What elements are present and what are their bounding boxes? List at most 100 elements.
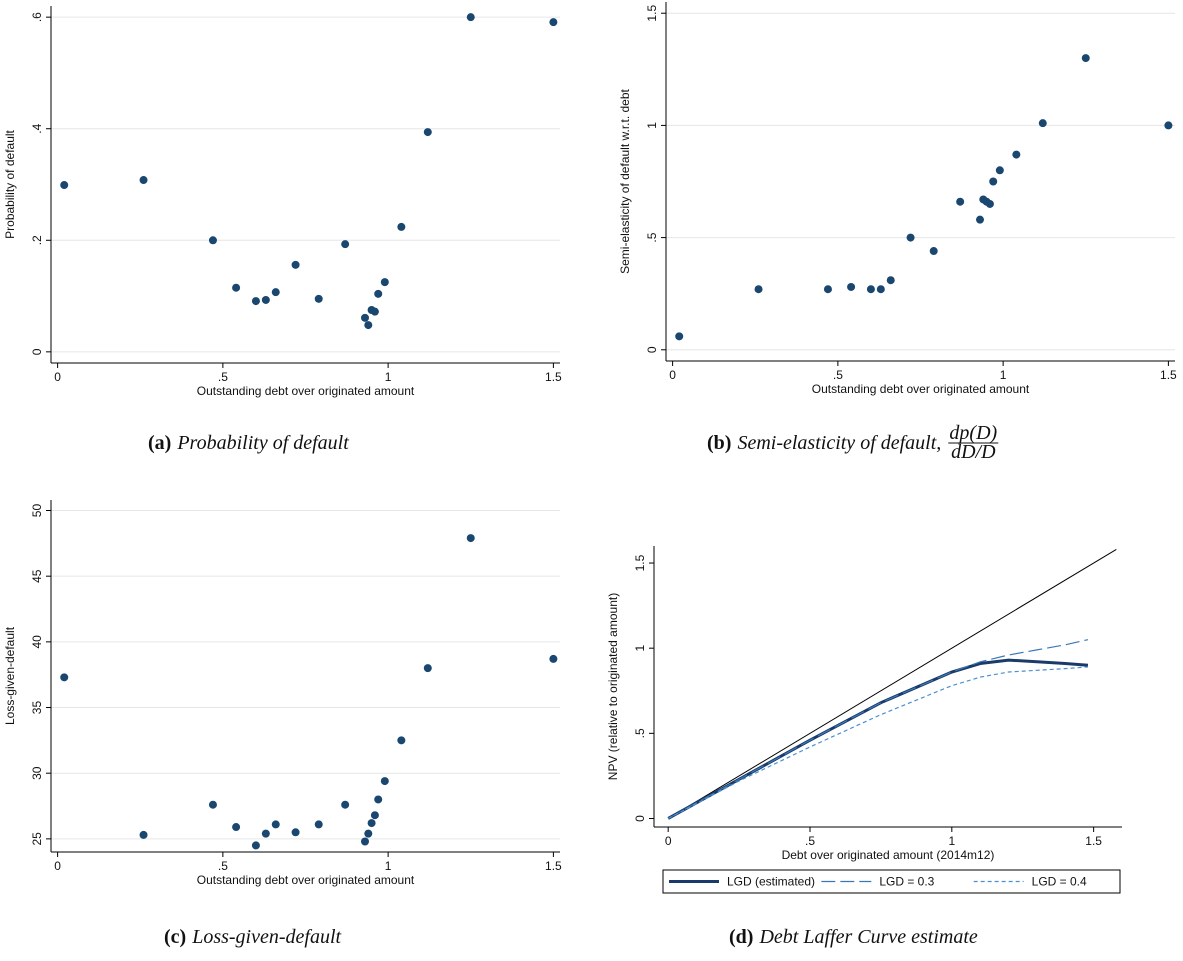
point [466,13,475,22]
x-tick-label: 1.5 [545,859,562,873]
y-tick-label: 1.5 [645,5,659,22]
x-tick-label: .5 [218,859,228,873]
caption-denominator: dD/D [951,441,996,463]
point [1081,54,1090,63]
point [367,819,376,828]
point [754,285,763,294]
point [364,321,373,330]
x-tick-label: 1 [948,834,955,848]
y-tick-label: .5 [633,728,647,738]
y-tick-label: 40 [30,635,44,649]
y-tick-label: 25 [30,832,44,846]
point [423,128,432,137]
point [314,820,323,829]
y-axis-title: Semi-elasticity of default w.r.t. debt [618,88,632,273]
line [667,548,1117,819]
point [549,18,558,27]
point [314,294,323,303]
x-tick-label: 1.5 [1085,834,1102,848]
legend-box [662,869,1121,894]
x-axis-title: Outstanding debt over originated amount [812,382,1030,396]
y-tick-label: 1 [645,122,659,129]
point [208,800,217,809]
point [397,736,406,745]
point [1164,121,1173,130]
point [370,811,379,820]
point [876,285,885,294]
y-tick-label: .5 [645,232,659,242]
point [929,247,938,256]
legend-label: LGD = 0.3 [879,875,934,889]
y-tick-label: .6 [30,12,44,22]
y-tick-label: 0 [30,348,44,355]
caption-numerator: dp(D) [949,422,997,444]
y-tick-label: 1 [633,645,647,652]
x-tick-label: 0 [665,834,672,848]
x-tick-label: 1.5 [1160,368,1177,382]
caption-label: (a) [148,432,171,454]
caption-label: (b) [707,432,731,454]
point [956,197,965,206]
point [549,654,558,663]
point [866,285,875,294]
point [370,307,379,316]
caption-label: (c) [164,926,186,948]
point [208,236,217,245]
point [975,215,984,224]
y-tick-label: 45 [30,569,44,583]
y-tick-label: 0 [633,815,647,822]
caption: (c) Loss-given-default [164,926,342,948]
x-tick-label: 1.5 [545,370,562,384]
point [906,233,915,242]
point [232,283,241,292]
line [667,658,1089,820]
y-tick-label: .2 [30,235,44,245]
x-tick-label: .5 [833,368,843,382]
y-tick-label: 35 [30,701,44,715]
point [341,240,350,249]
y-axis-title: Loss-given-default [3,626,17,725]
point [139,830,148,839]
y-tick-label: 0 [645,346,659,353]
point [397,222,406,231]
point [232,823,241,832]
y-tick-label: 50 [30,504,44,518]
point [60,181,69,190]
caption-text: Debt Laffer Curve estimate [758,926,977,948]
y-tick-label: 1.5 [633,554,647,571]
point [423,664,432,673]
point [995,166,1004,175]
point [374,795,383,804]
x-axis-title: Outstanding debt over originated amount [197,873,415,887]
point [374,289,383,298]
point [380,278,389,287]
caption-text: Loss-given-default [191,926,341,948]
point [1012,150,1021,159]
x-tick-label: 0 [669,368,676,382]
caption: (d) Debt Laffer Curve estimate [729,926,978,948]
point [675,332,684,341]
point [261,829,270,838]
point [360,837,369,846]
legend-label: LGD (estimated) [727,875,815,889]
x-tick-label: 1 [1000,368,1007,382]
point [251,297,260,306]
point [886,276,895,285]
x-tick-label: .5 [805,834,815,848]
point [251,841,260,850]
x-tick-label: 1 [385,859,392,873]
point [291,260,300,269]
x-axis-title: Debt over originated amount (2014m12) [782,848,995,862]
point [466,534,475,543]
caption: (a) Probability of default [148,432,349,454]
point [847,282,856,291]
point [139,176,148,185]
point [1038,119,1047,128]
point [380,777,389,786]
point [271,288,280,297]
caption-text: Semi-elasticity of default, [737,432,941,454]
point [271,820,280,829]
point [360,313,369,322]
x-tick-label: .5 [218,370,228,384]
